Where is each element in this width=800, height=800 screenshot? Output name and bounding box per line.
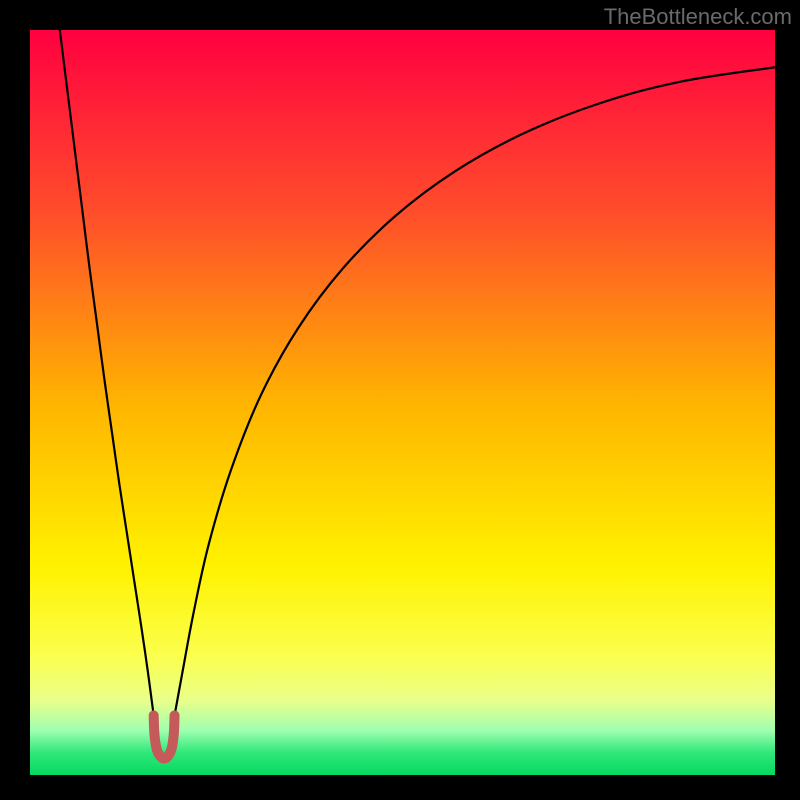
minimum-marker (154, 715, 175, 758)
plot-area (30, 30, 775, 775)
curve-left-branch (60, 30, 154, 715)
curve-right-branch (175, 67, 775, 715)
watermark-text: TheBottleneck.com (604, 4, 792, 30)
chart-frame: TheBottleneck.com (0, 0, 800, 800)
curve-svg (30, 30, 775, 775)
